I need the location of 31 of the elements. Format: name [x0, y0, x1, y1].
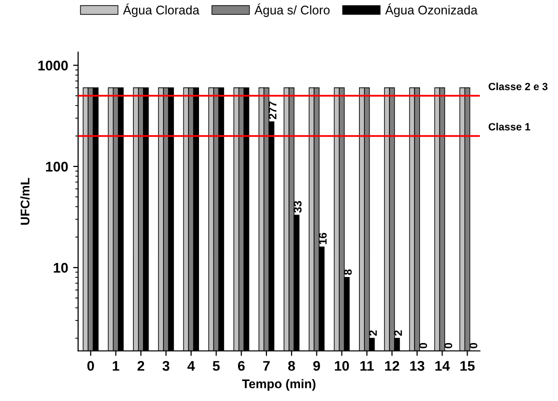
ref-line-label: Classe 2 e 3 — [488, 82, 548, 90]
x-tick-label: 1 — [112, 361, 120, 371]
x-tick-label: 6 — [238, 360, 245, 371]
x-tick-label: 0 — [87, 360, 94, 371]
x-tick-label: 13 — [410, 360, 424, 371]
x-tick-label: 2 — [138, 360, 144, 371]
x-tick-label: 4 — [187, 361, 195, 371]
x-tick-label: 8 — [288, 360, 295, 371]
y-tick-label: 100 — [46, 162, 68, 172]
legend-label: Água Ozonizada — [385, 4, 478, 17]
data-label: 277 — [268, 101, 276, 120]
y-tick-label: 10 — [54, 262, 68, 273]
data-label: 2 — [394, 330, 402, 336]
data-label: 33 — [294, 201, 302, 213]
x-tick-label: 10 — [334, 360, 349, 371]
x-tick-label: 15 — [460, 361, 475, 371]
x-tick-label: 14 — [435, 361, 450, 371]
y-tick-label: 1000 — [38, 60, 68, 70]
y-axis-title: UFC/mL — [20, 178, 30, 225]
x-axis-title: Tempo (min) — [242, 379, 316, 391]
data-label: 2 — [369, 330, 377, 336]
x-tick-label: 12 — [385, 360, 400, 371]
x-tick-label: 7 — [263, 361, 270, 371]
x-tick-label: 9 — [313, 360, 320, 371]
x-tick-label: 5 — [212, 361, 220, 371]
ref-line-label: Classe 1 — [488, 122, 530, 130]
x-tick-label: 3 — [162, 360, 170, 371]
text: 0 — [419, 343, 428, 348]
legend-label: Água Clorada — [122, 4, 200, 17]
legend-label: Água s/ Cloro — [254, 4, 330, 17]
x-tick-label: 11 — [360, 361, 374, 371]
